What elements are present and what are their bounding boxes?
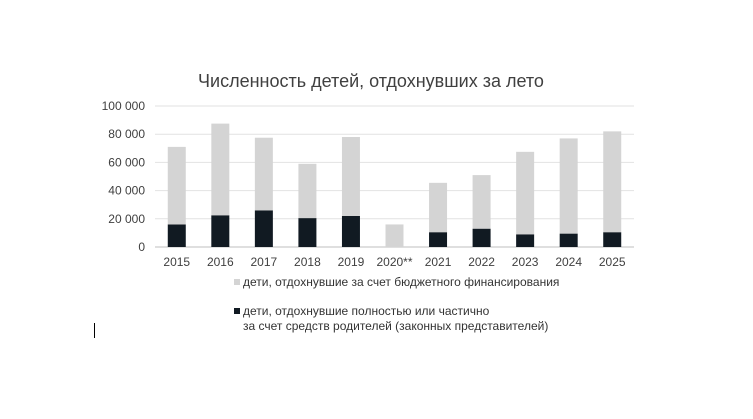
legend-swatch-parents	[234, 308, 240, 314]
x-tick-label: 2016	[207, 255, 234, 269]
bar-segment-parents	[559, 233, 578, 247]
y-tick-label: 20 000	[108, 212, 145, 226]
x-tick-label: 2018	[294, 255, 321, 269]
y-tick-label: 40 000	[108, 184, 145, 198]
bar-segment-budget	[516, 151, 535, 235]
bar-segment-budget	[341, 137, 360, 216]
gridlines	[155, 105, 634, 248]
bar-segment-budget	[211, 123, 230, 216]
y-tick-label: 60 000	[108, 155, 145, 169]
y-tick-label: 100 000	[102, 99, 146, 113]
x-tick-label: 2015	[163, 255, 190, 269]
bar-segment-parents	[211, 215, 230, 247]
bar-segment-budget	[254, 137, 273, 211]
bar-segment-parents	[254, 210, 273, 247]
chart-title: Численность детей, отдохнувших за лето	[198, 71, 544, 91]
bar-segment-budget	[167, 146, 186, 225]
y-tick-label: 0	[138, 240, 145, 254]
x-tick-label: 2024	[555, 255, 582, 269]
x-tick-label: 2017	[251, 255, 278, 269]
bar-segment-parents	[472, 228, 491, 247]
bars	[167, 123, 622, 247]
x-tick-label: 2020**	[376, 255, 412, 269]
bar-segment-parents	[298, 218, 317, 247]
legend-item-parents: дети, отдохнувшие полностью или частично…	[234, 304, 548, 334]
x-axis-ticks: 2015 2016 2017 2018 2019 2020** 2021 2022 2023 20…	[163, 255, 625, 269]
bar-segment-budget	[298, 163, 317, 219]
y-tick-label: 80 000	[108, 127, 145, 141]
text-cursor	[94, 323, 95, 338]
bar-segment-parents	[341, 215, 360, 247]
x-tick-label: 2025	[599, 255, 626, 269]
bar-segment-budget	[472, 175, 491, 229]
bar-segment-parents	[516, 234, 535, 247]
legend-swatch-budget	[234, 279, 240, 285]
x-tick-label: 2019	[338, 255, 365, 269]
bar-segment-parents	[603, 232, 622, 247]
bar-segment-budget	[559, 138, 578, 234]
bar-segment-budget	[385, 224, 404, 247]
y-axis-ticks: 0 20 000 40 000 60 000 80 000 100 000	[102, 99, 146, 254]
bar-segment-parents	[429, 232, 448, 247]
x-tick-label: 2022	[468, 255, 495, 269]
legend-label-parents-line1: дети, отдохнувшие полностью или частично	[243, 304, 490, 318]
bar-segment-budget	[429, 182, 448, 233]
bar-segment-budget	[603, 131, 622, 233]
legend-label-parents-line2: за счет средств родителей (законных пред…	[243, 319, 549, 333]
legend-item-budget: дети, отдохнувшие за счет бюджетного фин…	[234, 275, 559, 290]
x-tick-label: 2023	[512, 255, 539, 269]
x-tick-label: 2021	[425, 255, 452, 269]
bar-segment-parents	[167, 224, 186, 247]
legend-label-budget: дети, отдохнувшие за счет бюджетного фин…	[243, 275, 560, 289]
